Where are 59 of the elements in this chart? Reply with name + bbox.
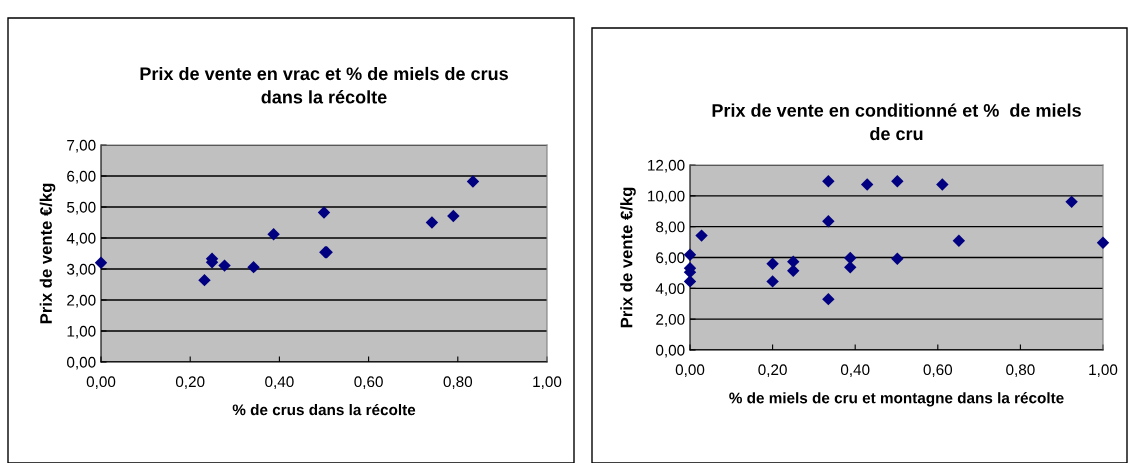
point bbox=[447, 209, 460, 223]
x-tick-label: 0,40 bbox=[840, 364, 870, 377]
point bbox=[844, 261, 857, 274]
point bbox=[683, 275, 697, 288]
y-tick-label: 8,00 bbox=[656, 221, 685, 235]
y-tick-label: 2,00 bbox=[67, 294, 96, 308]
point bbox=[247, 260, 260, 274]
point bbox=[787, 255, 800, 268]
point bbox=[822, 174, 835, 188]
point bbox=[766, 275, 779, 288]
point bbox=[198, 273, 211, 287]
point bbox=[891, 252, 904, 265]
point bbox=[317, 206, 331, 219]
x-tick-label: 0,60 bbox=[354, 376, 383, 389]
x-tick-label: 0,00 bbox=[86, 376, 116, 389]
x-tick-label: 0,60 bbox=[923, 364, 953, 377]
point bbox=[1065, 195, 1078, 209]
y-tick-label: 5,00 bbox=[67, 201, 96, 215]
y-tick-label: 4,00 bbox=[66, 232, 96, 246]
point bbox=[936, 178, 949, 191]
x-tick-label: 1,00 bbox=[533, 376, 562, 389]
y-tick-label: 12,00 bbox=[648, 159, 685, 173]
y-tick-label: 6,00 bbox=[67, 170, 96, 184]
point bbox=[466, 175, 480, 188]
y-tick-label: 7,00 bbox=[67, 139, 96, 153]
y-tick-label: 0,00 bbox=[656, 344, 685, 358]
y-axis-title: Prix de vente €/kg bbox=[620, 187, 636, 328]
point bbox=[425, 216, 439, 229]
point bbox=[860, 178, 874, 191]
x-tick-label: 0,40 bbox=[265, 376, 294, 389]
point bbox=[822, 215, 835, 228]
point bbox=[822, 292, 835, 306]
chart-title: Prix de vente en conditionné et % de miels de cru bbox=[712, 103, 1081, 141]
y-tick-label: 1,00 bbox=[67, 325, 96, 339]
x-tick-label: 1,00 bbox=[1089, 364, 1118, 377]
point bbox=[267, 228, 280, 241]
x-tick-label: 0,20 bbox=[175, 376, 205, 389]
point bbox=[218, 259, 231, 272]
y-tick-label: 2,00 bbox=[656, 314, 685, 327]
x-tick-label: 0,00 bbox=[675, 364, 705, 377]
y-tick-label: 10,00 bbox=[648, 190, 685, 204]
x-axis-title: % de crus dans la récolte bbox=[232, 403, 416, 416]
y-tick-label: 4,00 bbox=[655, 283, 685, 296]
point bbox=[844, 251, 857, 265]
x-tick-label: 0,80 bbox=[1006, 364, 1035, 377]
chart-title: Prix de vente en vrac et % de miels de crus dans la récolte bbox=[140, 66, 508, 104]
y-tick-label: 6,00 bbox=[656, 252, 685, 265]
x-tick-label: 0,20 bbox=[758, 364, 787, 377]
y-axis-title: Prix de vente €/kg bbox=[39, 183, 56, 324]
x-tick-label: 0,80 bbox=[443, 376, 473, 389]
y-tick-label: 3,00 bbox=[66, 263, 96, 277]
point bbox=[695, 229, 708, 242]
point bbox=[766, 257, 779, 270]
point bbox=[94, 256, 108, 270]
point bbox=[891, 174, 904, 188]
point bbox=[1096, 236, 1110, 249]
point bbox=[952, 234, 966, 247]
point bbox=[683, 248, 697, 261]
x-axis-title: % de miels de cru et montagne dans la récolte bbox=[729, 392, 1064, 407]
